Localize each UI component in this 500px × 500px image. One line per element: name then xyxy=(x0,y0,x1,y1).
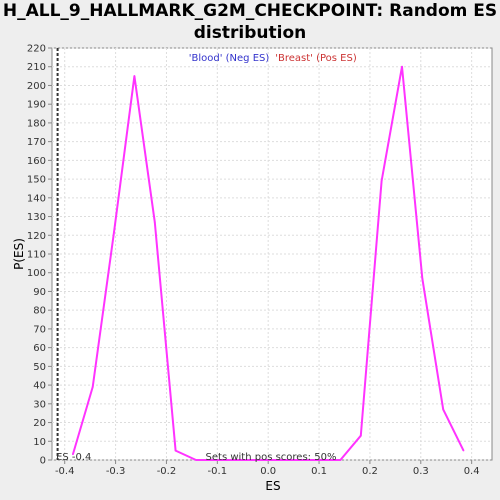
y-tick-label: 150 xyxy=(27,175,46,186)
y-tick-label: 30 xyxy=(33,399,46,410)
legend-neg: 'Blood' (Neg ES) xyxy=(189,53,270,64)
chart-title: H_ALL_9_HALLMARK_G2M_CHECKPOINT: Random … xyxy=(0,0,500,44)
y-tick-label: 220 xyxy=(27,44,46,55)
x-tick-label: -0.4 xyxy=(55,466,75,477)
y-tick-label: 160 xyxy=(27,156,46,167)
x-axis-title: ES xyxy=(265,479,280,493)
y-tick-label: 10 xyxy=(33,437,46,448)
data-point xyxy=(298,459,301,461)
data-point xyxy=(174,449,177,452)
data-point xyxy=(318,459,321,461)
y-tick-label: 80 xyxy=(33,306,46,317)
data-point xyxy=(421,277,424,280)
data-point xyxy=(133,75,136,77)
data-point xyxy=(91,386,94,388)
y-tick-label: 120 xyxy=(27,231,46,242)
series-layer xyxy=(71,65,465,461)
legend-pos: 'Breast' (Pos ES) xyxy=(275,53,357,64)
tick-layer: 0 10 20 30 40 50 60 70 80 90 100 110 120 130 140 150 160… xyxy=(27,44,480,478)
y-tick-label: 110 xyxy=(27,250,46,261)
x-tick-label: 0.4 xyxy=(464,466,480,477)
data-point xyxy=(216,459,218,461)
data-point xyxy=(359,434,362,437)
x-tick-label: -0.2 xyxy=(157,466,177,477)
grid-layer xyxy=(52,47,492,461)
y-tick-label: 60 xyxy=(33,343,46,354)
y-tick-label: 70 xyxy=(33,324,46,335)
data-point xyxy=(113,230,115,233)
data-point xyxy=(401,65,403,68)
x-tick-label: 0.2 xyxy=(362,466,378,477)
y-tick-label: 140 xyxy=(27,193,46,204)
es-distribution-line xyxy=(71,65,465,461)
data-point xyxy=(195,459,197,461)
y-tick-label: 200 xyxy=(27,81,46,92)
data-point xyxy=(442,408,444,411)
y-tick-label: 0 xyxy=(40,456,46,467)
y-tick-label: 50 xyxy=(33,362,46,373)
data-point xyxy=(339,459,342,461)
pos-scores-annotation: Sets with pos scores: 50% xyxy=(206,452,337,463)
data-point xyxy=(236,459,238,461)
data-point xyxy=(462,449,465,452)
data-point xyxy=(72,453,74,456)
y-tick-label: 190 xyxy=(27,100,46,111)
data-point xyxy=(277,459,280,461)
data-point xyxy=(153,221,156,223)
y-tick-label: 180 xyxy=(27,118,46,129)
y-tick-label: 90 xyxy=(33,287,46,298)
y-tick-label: 100 xyxy=(27,268,46,279)
data-point xyxy=(380,180,383,182)
data-point xyxy=(257,459,259,461)
y-tick-label: 210 xyxy=(27,62,46,73)
y-tick-label: 40 xyxy=(33,381,46,392)
x-tick-label: -0.3 xyxy=(106,466,126,477)
x-tick-label: -0.1 xyxy=(208,466,228,477)
y-tick-label: 20 xyxy=(33,418,46,429)
y-axis-title: P(ES) xyxy=(12,238,26,270)
x-tick-label: 0.0 xyxy=(260,466,276,477)
chart-title-line1: H_ALL_9_HALLMARK_G2M_CHECKPOINT: Random … xyxy=(2,1,498,21)
x-tick-label: 0.3 xyxy=(413,466,429,477)
chart-title-line2: distribution xyxy=(193,23,307,43)
x-tick-label: 0.1 xyxy=(311,466,327,477)
es-marker-label: ES -0.4 xyxy=(56,452,91,463)
y-tick-label: 170 xyxy=(27,137,46,148)
y-tick-label: 130 xyxy=(27,212,46,223)
